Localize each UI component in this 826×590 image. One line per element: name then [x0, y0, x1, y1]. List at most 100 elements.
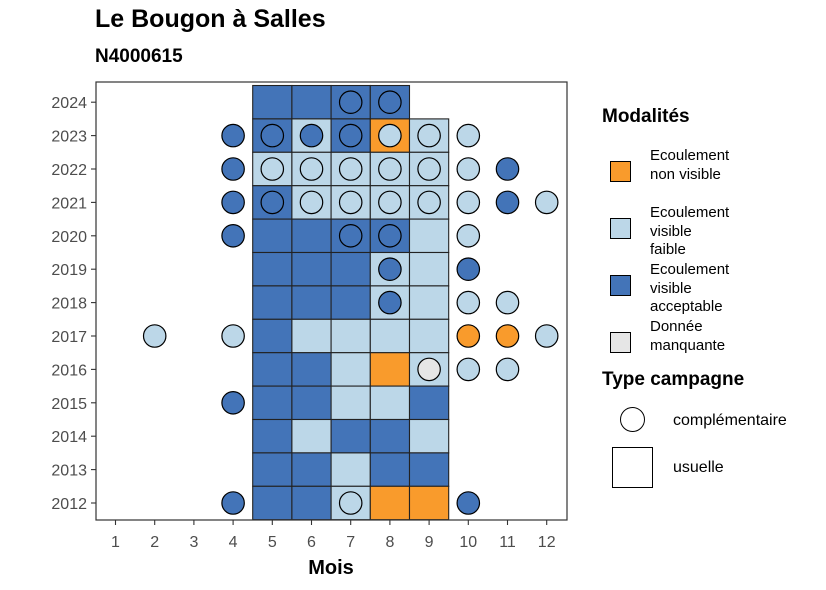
usuelle-cell — [330, 418, 371, 454]
complementaire-point — [495, 357, 520, 382]
usuelle-cell — [252, 251, 293, 287]
usuelle-cell — [291, 318, 332, 354]
legend-type-usuelle: usuelle — [602, 447, 822, 495]
usuelle-cell — [291, 352, 332, 387]
legend-modalites: Modalités Ecoulement non visible Ecouleme… — [602, 106, 822, 366]
complementaire-point — [378, 290, 402, 315]
complementaire-point — [221, 324, 245, 348]
complementaire-point — [495, 157, 520, 181]
usuelle-cell — [330, 452, 371, 487]
usuelle-cell — [291, 251, 332, 287]
complementaire-point — [456, 224, 481, 248]
legend-color-key — [610, 332, 631, 353]
usuelle-cell — [330, 352, 371, 387]
usuelle-cell — [369, 485, 411, 521]
plot-panel-border — [95, 81, 568, 521]
complementaire-point — [378, 190, 402, 215]
legend-color-key — [610, 161, 631, 182]
x-tick-label: 7 — [346, 534, 355, 551]
complementaire-point — [221, 190, 245, 215]
x-tick-label: 10 — [459, 534, 477, 551]
complementaire-point — [299, 123, 324, 148]
usuelle-cell — [252, 385, 293, 421]
square-key-icon — [612, 447, 653, 488]
complementaire-point — [221, 123, 245, 148]
complementaire-point — [417, 157, 441, 181]
usuelle-cell — [291, 84, 332, 120]
usuelle-cell — [252, 418, 293, 454]
complementaire-point — [534, 190, 559, 215]
complementaire-point — [378, 123, 402, 148]
y-tick-label: 2023 — [51, 129, 87, 146]
complementaire-point — [417, 357, 441, 382]
x-axis-label: Mois — [308, 557, 354, 579]
legend-modalites-title: Modalités — [602, 106, 690, 127]
complementaire-point — [260, 190, 285, 215]
complementaire-point — [378, 90, 402, 114]
complementaire-point — [299, 190, 324, 215]
complementaire-point — [221, 491, 245, 515]
y-tick-label: 2012 — [51, 496, 87, 513]
complementaire-point — [495, 290, 520, 315]
usuelle-cell — [408, 452, 450, 487]
x-tick-label: 8 — [385, 534, 394, 551]
complementaire-point — [338, 491, 363, 515]
usuelle-cell — [408, 485, 450, 521]
legend-color-key — [610, 218, 631, 239]
usuelle-cell — [252, 218, 293, 254]
complementaire-point — [417, 190, 441, 215]
usuelle-cell — [408, 251, 450, 287]
x-tick-label: 1 — [111, 534, 120, 551]
y-tick-label: 2013 — [51, 463, 87, 480]
x-tick-label: 3 — [189, 534, 198, 551]
complementaire-point — [260, 123, 285, 148]
legend-item: Ecoulement visible acceptable — [602, 250, 822, 315]
chart-title: Le Bougon à Salles — [95, 5, 326, 33]
legend-color-key — [610, 275, 631, 296]
complementaire-point — [456, 123, 481, 148]
complementaire-points — [142, 90, 559, 515]
y-axis: 2024 2023 2022 2021 2020 2019 2018 2017 2016 2015… — [51, 95, 96, 513]
usuelle-cell — [330, 385, 371, 421]
legend-item: Ecoulement visible faible — [602, 193, 822, 258]
usuelle-cell — [369, 385, 411, 421]
x-axis: 1 2 3 4 5 6 7 8 9 10 11 12 — [111, 520, 556, 551]
x-tick-label: 12 — [538, 534, 556, 551]
usuelle-cell — [291, 452, 332, 487]
legend-item-label: Donnée manquante — [650, 318, 726, 354]
x-tick-label: 11 — [499, 534, 516, 551]
complementaire-point — [456, 157, 481, 181]
legend-item-label: Ecoulement visible faible — [650, 204, 730, 258]
x-tick-label: 4 — [229, 534, 238, 551]
complementaire-point — [378, 257, 402, 281]
x-tick-label: 6 — [307, 534, 316, 551]
legend-type-complementaire: complémentaire — [602, 400, 822, 448]
usuelle-cell — [408, 385, 450, 421]
legend-type-title: Type campagne — [602, 369, 745, 390]
complementaire-point — [456, 257, 481, 281]
y-tick-label: 2016 — [51, 362, 87, 379]
complementaire-point — [456, 290, 481, 315]
legend-type-label: usuelle — [673, 459, 724, 476]
usuelle-cell — [408, 218, 450, 254]
x-tick-label: 9 — [425, 534, 434, 551]
usuelle-cell — [291, 218, 332, 254]
y-tick-label: 2017 — [51, 329, 87, 346]
complementaire-point — [338, 90, 363, 114]
usuelle-cell — [252, 318, 293, 354]
chart-subtitle: N4000615 — [95, 46, 183, 67]
complementaire-point — [456, 357, 481, 382]
usuelle-cell — [252, 352, 293, 387]
complementaire-point — [142, 324, 167, 348]
usuelle-cells — [252, 84, 450, 521]
complementaire-point — [221, 224, 245, 248]
usuelle-cell — [252, 485, 293, 521]
usuelle-cell — [369, 352, 411, 387]
usuelle-cell — [291, 385, 332, 421]
usuelle-cell — [369, 318, 411, 354]
usuelle-cell — [252, 285, 293, 320]
complementaire-point — [221, 390, 245, 415]
y-tick-label: 2021 — [51, 195, 87, 212]
x-tick-label: 2 — [150, 534, 159, 551]
